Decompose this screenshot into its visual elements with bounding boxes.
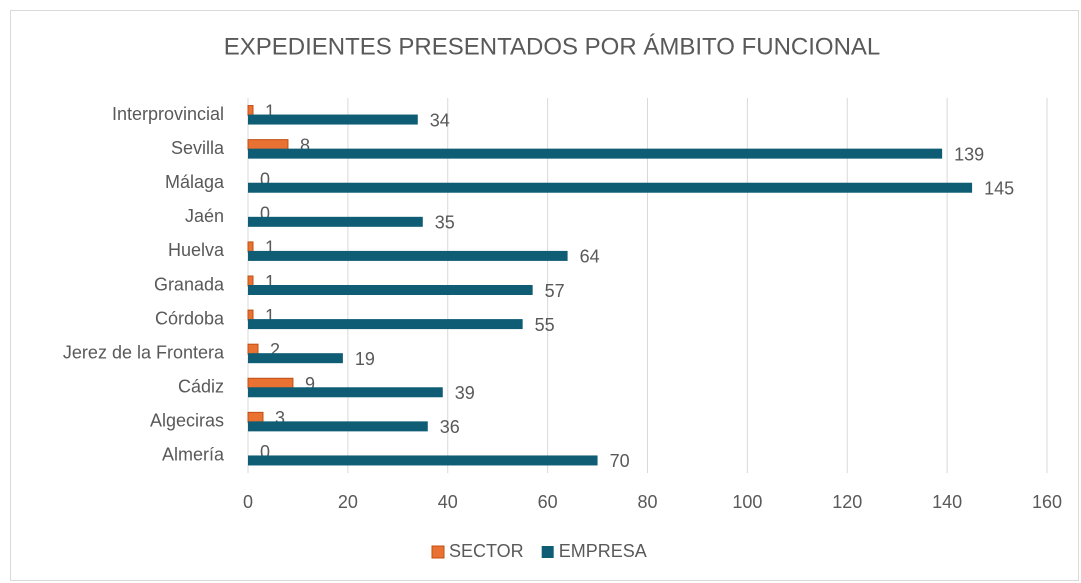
data-label: 39 [455, 383, 475, 403]
bar [247, 105, 254, 117]
bar [248, 250, 568, 261]
x-tick-label: 160 [1032, 492, 1062, 512]
bar [248, 353, 343, 364]
data-label: 34 [430, 110, 450, 130]
data-label: 19 [355, 349, 375, 369]
bar [247, 241, 254, 253]
data-label: 0 [260, 204, 270, 224]
data-label: 9 [305, 374, 315, 394]
data-label: 36 [440, 417, 460, 437]
y-tick-label: Interprovincial [112, 104, 224, 124]
bar [247, 411, 264, 423]
data-label: 0 [260, 442, 270, 462]
data-label: 64 [580, 247, 600, 267]
data-label: 70 [610, 451, 630, 471]
x-tick-label: 140 [932, 492, 962, 512]
y-tick-label: Almería [162, 445, 225, 465]
data-label: 145 [984, 178, 1014, 198]
x-tick-label: 60 [538, 492, 558, 512]
y-tick-label: Huelva [168, 240, 225, 260]
y-tick-label: Málaga [165, 172, 225, 192]
data-label: 35 [435, 213, 455, 233]
legend-swatch [431, 545, 445, 559]
bar [248, 114, 418, 125]
bar [248, 455, 598, 466]
y-tick-label: Jerez de la Frontera [63, 342, 225, 362]
bar [248, 387, 443, 398]
bar [248, 148, 943, 159]
bar [247, 275, 254, 287]
x-tick-label: 0 [243, 492, 253, 512]
x-tick-label: 120 [832, 492, 862, 512]
x-tick-label: 20 [338, 492, 358, 512]
y-tick-label: Granada [154, 274, 225, 294]
legend-label: EMPRESA [559, 541, 647, 561]
bar [248, 285, 533, 295]
data-label: 57 [545, 281, 565, 301]
data-label: 8 [300, 135, 310, 155]
y-tick-label: Cádiz [178, 377, 224, 397]
data-label: 1 [265, 306, 275, 326]
y-tick-label: Jaén [185, 206, 224, 226]
data-label: 139 [954, 144, 984, 164]
bar [248, 216, 423, 227]
chart-title: EXPEDIENTES PRESENTADOS POR ÁMBITO FUNCI… [224, 33, 881, 60]
bar [248, 421, 428, 432]
chart-frame [10, 10, 1079, 581]
x-tick-label: 80 [637, 492, 657, 512]
y-tick-label: Sevilla [171, 138, 225, 158]
x-tick-label: 40 [438, 492, 458, 512]
bar [248, 319, 523, 330]
legend-swatch [541, 546, 554, 558]
data-label: 1 [265, 272, 275, 292]
legend-label: SECTOR [449, 541, 524, 561]
y-tick-label: Algeciras [150, 411, 224, 431]
data-label: 1 [265, 101, 275, 121]
bar [247, 139, 289, 151]
data-label: 55 [535, 315, 555, 335]
bar [247, 343, 259, 355]
x-tick-label: 100 [732, 492, 762, 512]
bar [247, 377, 294, 389]
data-label: 2 [270, 340, 280, 360]
data-label: 1 [265, 238, 275, 258]
bar [248, 182, 973, 193]
y-tick-label: Córdoba [155, 308, 225, 328]
data-label: 0 [260, 169, 270, 189]
bar [247, 309, 254, 321]
data-label: 3 [275, 408, 285, 428]
